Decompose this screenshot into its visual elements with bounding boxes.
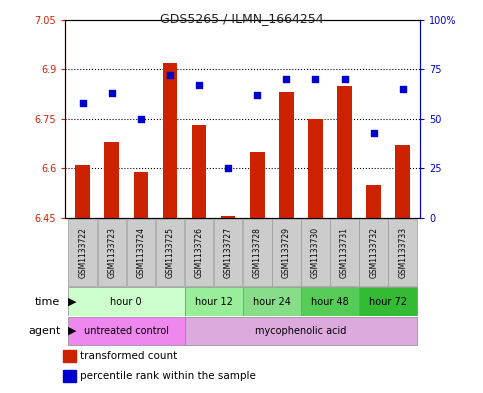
- Point: [312, 76, 319, 83]
- FancyBboxPatch shape: [185, 317, 417, 345]
- FancyBboxPatch shape: [301, 287, 359, 316]
- Text: GSM1133732: GSM1133732: [369, 227, 378, 278]
- FancyBboxPatch shape: [69, 219, 97, 286]
- Text: hour 0: hour 0: [111, 297, 142, 307]
- Bar: [75, 165, 90, 218]
- Text: GSM1133727: GSM1133727: [224, 227, 233, 278]
- FancyBboxPatch shape: [272, 219, 300, 286]
- Point: [341, 76, 348, 83]
- Bar: [192, 125, 206, 218]
- FancyBboxPatch shape: [127, 219, 155, 286]
- FancyBboxPatch shape: [301, 219, 330, 286]
- FancyBboxPatch shape: [68, 287, 185, 316]
- Text: hour 72: hour 72: [369, 297, 407, 307]
- Text: agent: agent: [28, 326, 60, 336]
- Point: [108, 90, 115, 96]
- Text: time: time: [35, 297, 60, 307]
- FancyBboxPatch shape: [388, 219, 417, 286]
- Bar: [308, 119, 323, 218]
- FancyBboxPatch shape: [330, 219, 359, 286]
- Bar: [63, 350, 76, 362]
- Point: [399, 86, 407, 92]
- Text: GSM1133722: GSM1133722: [78, 227, 87, 278]
- Text: GDS5265 / ILMN_1664254: GDS5265 / ILMN_1664254: [160, 12, 323, 25]
- Bar: [163, 62, 177, 218]
- Text: ▶: ▶: [68, 297, 76, 307]
- Text: hour 12: hour 12: [195, 297, 232, 307]
- Point: [370, 130, 378, 136]
- FancyBboxPatch shape: [156, 219, 184, 286]
- Text: GSM1133724: GSM1133724: [136, 227, 145, 278]
- Bar: [337, 86, 352, 218]
- Point: [137, 116, 145, 122]
- FancyBboxPatch shape: [68, 317, 185, 345]
- Text: ▶: ▶: [68, 326, 76, 336]
- Text: GSM1133728: GSM1133728: [253, 227, 262, 278]
- Text: GSM1133730: GSM1133730: [311, 227, 320, 278]
- Text: GSM1133729: GSM1133729: [282, 227, 291, 278]
- FancyBboxPatch shape: [214, 219, 242, 286]
- Text: GSM1133731: GSM1133731: [340, 227, 349, 278]
- Bar: [250, 152, 265, 218]
- Point: [224, 165, 232, 172]
- Text: percentile rank within the sample: percentile rank within the sample: [80, 371, 256, 381]
- FancyBboxPatch shape: [243, 287, 301, 316]
- Text: GSM1133725: GSM1133725: [166, 227, 174, 278]
- FancyBboxPatch shape: [359, 219, 388, 286]
- FancyBboxPatch shape: [359, 287, 417, 316]
- Bar: [63, 370, 76, 382]
- Bar: [221, 217, 235, 218]
- Text: GSM1133726: GSM1133726: [195, 227, 203, 278]
- Point: [79, 100, 86, 106]
- FancyBboxPatch shape: [98, 219, 126, 286]
- Text: GSM1133733: GSM1133733: [398, 227, 407, 278]
- Text: untreated control: untreated control: [84, 326, 169, 336]
- Point: [283, 76, 290, 83]
- Text: hour 48: hour 48: [311, 297, 349, 307]
- FancyBboxPatch shape: [243, 219, 271, 286]
- Text: mycophenolic acid: mycophenolic acid: [255, 326, 347, 336]
- Point: [195, 82, 203, 88]
- Text: hour 24: hour 24: [253, 297, 291, 307]
- Point: [166, 72, 174, 78]
- Bar: [367, 185, 381, 218]
- Point: [254, 92, 261, 98]
- FancyBboxPatch shape: [185, 287, 243, 316]
- FancyBboxPatch shape: [185, 219, 213, 286]
- Bar: [134, 172, 148, 218]
- Bar: [396, 145, 410, 218]
- Text: transformed count: transformed count: [80, 351, 177, 361]
- Bar: [279, 92, 294, 218]
- Text: GSM1133723: GSM1133723: [107, 227, 116, 278]
- Bar: [104, 142, 119, 218]
